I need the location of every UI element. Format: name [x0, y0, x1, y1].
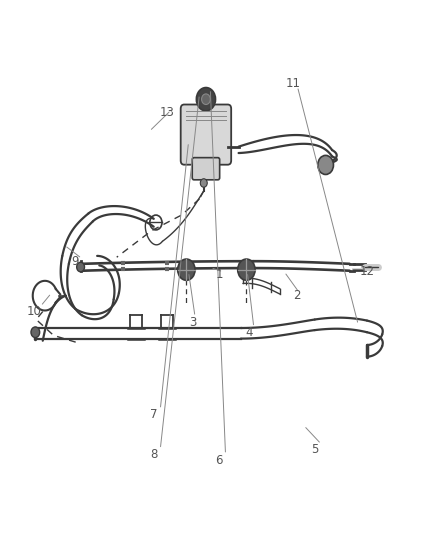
Text: 10: 10 — [27, 305, 42, 318]
Circle shape — [196, 87, 215, 111]
Circle shape — [318, 156, 333, 174]
Text: 3: 3 — [189, 316, 197, 329]
Text: 7: 7 — [150, 408, 158, 422]
Circle shape — [178, 259, 195, 280]
Circle shape — [200, 179, 207, 187]
FancyBboxPatch shape — [192, 158, 219, 180]
Text: 5: 5 — [311, 443, 318, 456]
Text: 11: 11 — [286, 77, 300, 90]
Text: 2: 2 — [293, 289, 301, 302]
Text: 13: 13 — [159, 106, 174, 119]
Text: 9: 9 — [72, 255, 79, 268]
FancyBboxPatch shape — [181, 104, 231, 165]
Circle shape — [201, 94, 210, 104]
Text: 12: 12 — [360, 265, 374, 278]
Circle shape — [238, 259, 255, 280]
Text: 8: 8 — [150, 448, 157, 461]
Text: 4: 4 — [246, 326, 253, 340]
Text: 1: 1 — [215, 268, 223, 281]
Text: 6: 6 — [215, 454, 223, 466]
Circle shape — [31, 327, 40, 337]
Circle shape — [77, 262, 85, 272]
